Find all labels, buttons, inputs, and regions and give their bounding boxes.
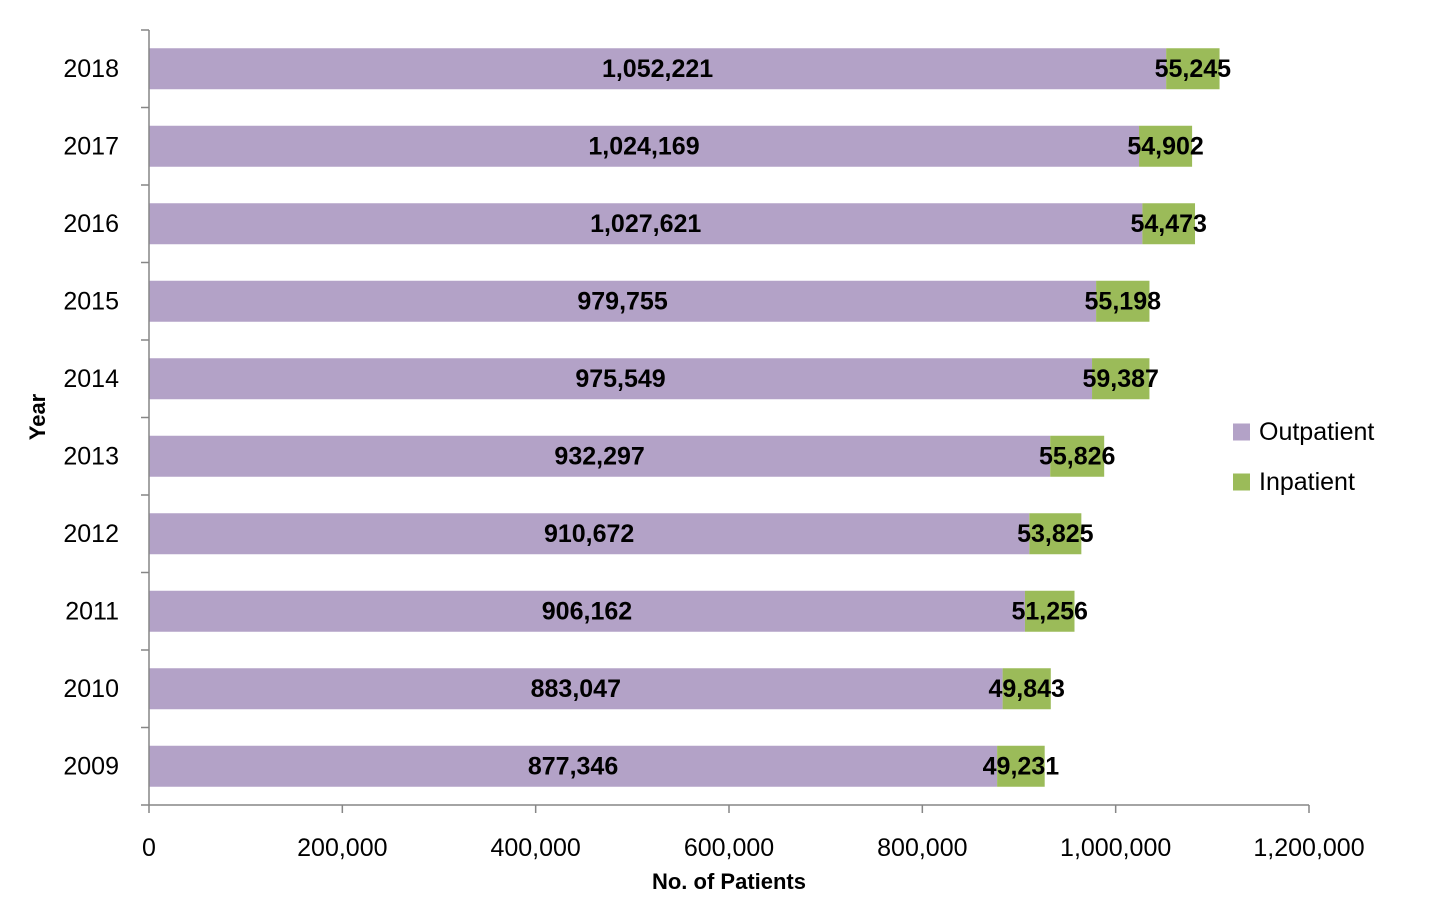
legend-label-inpatient: Inpatient	[1259, 468, 1355, 496]
data-label-inpatient-2016: 54,473	[1130, 210, 1206, 238]
data-label-outpatient-2016: 1,027,621	[590, 210, 701, 238]
y-tick-label-2012: 2012	[63, 520, 119, 548]
bar-outpatient-2015	[149, 280, 1097, 322]
data-label-inpatient-2010: 49,843	[988, 675, 1064, 703]
bar-outpatient-2017	[149, 125, 1140, 167]
data-label-inpatient-2018: 55,245	[1155, 55, 1232, 83]
data-label-outpatient-2018: 1,052,221	[602, 55, 713, 83]
legend-label-outpatient: Outpatient	[1259, 418, 1374, 446]
data-label-outpatient-2014: 975,549	[575, 365, 665, 393]
data-label-outpatient-2010: 883,047	[531, 675, 621, 703]
bar-inpatient-2014	[1092, 358, 1150, 400]
data-label-outpatient-2012: 910,672	[544, 520, 634, 548]
bar-inpatient-2017	[1139, 125, 1193, 167]
x-axis-title: No. of Patients	[652, 869, 806, 894]
data-label-outpatient-2015: 979,755	[577, 287, 667, 315]
bar-inpatient-2010	[1002, 668, 1051, 710]
bar-inpatient-2011	[1024, 590, 1075, 632]
bar-outpatient-2011	[149, 590, 1025, 632]
bar-outpatient-2012	[149, 513, 1030, 555]
y-axis-title: Year	[25, 393, 50, 440]
y-tick-label-2011: 2011	[65, 597, 119, 625]
data-label-outpatient-2013: 932,297	[554, 442, 644, 470]
data-label-outpatient-2009: 877,346	[528, 752, 618, 780]
data-label-inpatient-2011: 51,256	[1011, 597, 1087, 625]
y-tick-label-2015: 2015	[63, 287, 119, 315]
y-tick-label-2009: 2009	[63, 752, 119, 780]
x-tick-label-600000: 600,000	[684, 834, 774, 862]
axes-group: 2018 2017 2016 2015 2014 2013 2012 2011 2010 2009…	[63, 29, 1365, 862]
bar-inpatient-2012	[1029, 513, 1082, 555]
x-tick-label-1200000: 1,200,000	[1253, 834, 1364, 862]
y-tick-label-2016: 2016	[63, 210, 119, 238]
bar-outpatient-2009	[149, 745, 998, 787]
data-label-inpatient-2017: 54,902	[1127, 132, 1203, 160]
bar-outpatient-2016	[149, 203, 1143, 245]
bar-inpatient-2013	[1050, 435, 1105, 477]
x-tick-label-1000000: 1,000,000	[1060, 834, 1171, 862]
legend-swatch-outpatient	[1233, 423, 1250, 441]
data-label-inpatient-2009: 49,231	[983, 752, 1060, 780]
legend: Outpatient Inpatient	[1233, 418, 1374, 496]
data-label-inpatient-2014: 59,387	[1083, 365, 1159, 393]
data-label-inpatient-2015: 55,198	[1085, 287, 1162, 315]
x-tick-label-200000: 200,000	[297, 834, 387, 862]
bar-outpatient-2018	[149, 48, 1167, 90]
data-label-inpatient-2012: 53,825	[1017, 520, 1094, 548]
y-tick-label-2018: 2018	[63, 55, 119, 83]
data-label-outpatient-2017: 1,024,169	[588, 132, 699, 160]
x-tick-label-400000: 400,000	[490, 834, 580, 862]
y-tick-label-2014: 2014	[63, 365, 119, 393]
data-labels-group: 1,052,221 55,245 1,024,169 54,902 1,027,621 5…	[528, 55, 1231, 781]
bar-outpatient-2013	[149, 435, 1051, 477]
x-tick-label-0: 0	[142, 834, 156, 862]
bar-outpatient-2014	[149, 358, 1093, 400]
data-label-outpatient-2011: 906,162	[542, 597, 632, 625]
legend-swatch-inpatient	[1233, 473, 1250, 491]
data-label-inpatient-2013: 55,826	[1039, 442, 1115, 470]
y-tick-label-2010: 2010	[63, 675, 119, 703]
y-tick-label-2017: 2017	[63, 132, 119, 160]
bar-inpatient-2018	[1166, 48, 1220, 90]
bar-inpatient-2009	[997, 745, 1045, 787]
bar-outpatient-2010	[149, 668, 1003, 710]
x-tick-label-800000: 800,000	[877, 834, 967, 862]
bar-inpatient-2015	[1096, 280, 1150, 322]
bars-group	[149, 48, 1220, 787]
y-tick-label-2013: 2013	[63, 442, 119, 470]
bar-inpatient-2016	[1142, 203, 1196, 245]
